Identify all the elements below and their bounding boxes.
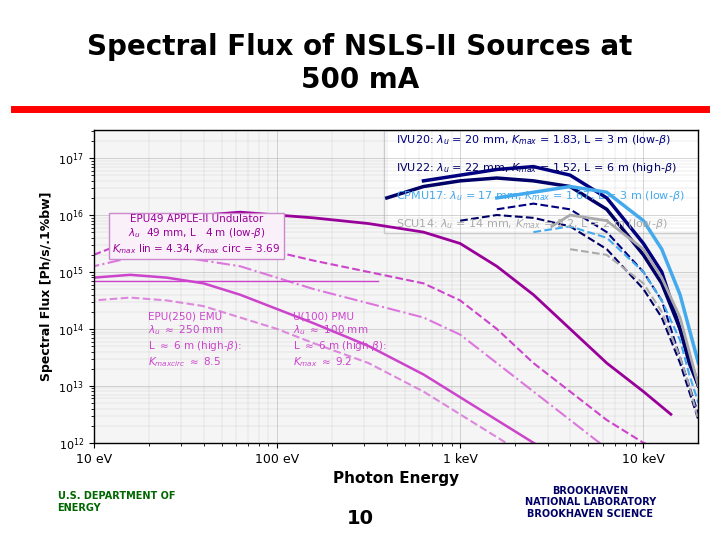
Text: EPU49 APPLE-II Undulator
$\lambda_u$  49 mm, L   4 m (low-$\beta$)
$K_{max}$ lin: EPU49 APPLE-II Undulator $\lambda_u$ 49 … <box>112 214 280 256</box>
FancyBboxPatch shape <box>384 130 704 233</box>
Text: Spectral Flux of NSLS-II Sources at
500 mA: Spectral Flux of NSLS-II Sources at 500 … <box>87 33 633 93</box>
Text: IVU20: $\lambda_u$ = 20 mm, $K_{max}$ = 1.83, L = 3 m (low-$\beta$): IVU20: $\lambda_u$ = 20 mm, $K_{max}$ = … <box>396 133 671 147</box>
Text: U(100) PMU
$\lambda_u$ $\approx$ 100 mm
L $\approx$ 6 m (high-$\beta$):
$K_{max}: U(100) PMU $\lambda_u$ $\approx$ 100 mm … <box>293 311 387 369</box>
Text: EPU(250) EMU
$\lambda_u$ $\approx$ 250 mm
L $\approx$ 6 m (high-$\beta$):
$K_{ma: EPU(250) EMU $\lambda_u$ $\approx$ 250 m… <box>148 311 242 369</box>
Text: 10: 10 <box>346 509 374 528</box>
Text: BROOKHAVEN
NATIONAL LABORATORY
BROOKHAVEN SCIENCE: BROOKHAVEN NATIONAL LABORATORY BROOKHAVE… <box>525 485 656 519</box>
Text: U.S. DEPARTMENT OF
ENERGY: U.S. DEPARTMENT OF ENERGY <box>58 491 175 513</box>
Text: CPMU17: $\lambda_u$ = 17 mm, $K_{max}$ = 1.67, L = 3 m (low-$\beta$): CPMU17: $\lambda_u$ = 17 mm, $K_{max}$ =… <box>396 189 685 203</box>
X-axis label: Photon Energy: Photon Energy <box>333 471 459 486</box>
Text: SCU14: $\lambda_u$ = 14 mm, $K_{max}$ = 2.2, L = 2 m (low-$\beta$): SCU14: $\lambda_u$ = 14 mm, $K_{max}$ = … <box>396 217 667 231</box>
Text: IVU22: $\lambda_u$ = 22 mm, $K_{max}$ = 1.52, L = 6 m (high-$\beta$): IVU22: $\lambda_u$ = 22 mm, $K_{max}$ = … <box>396 161 677 175</box>
Y-axis label: Spectral Flux [Ph/s/.1%bw]: Spectral Flux [Ph/s/.1%bw] <box>40 192 53 381</box>
